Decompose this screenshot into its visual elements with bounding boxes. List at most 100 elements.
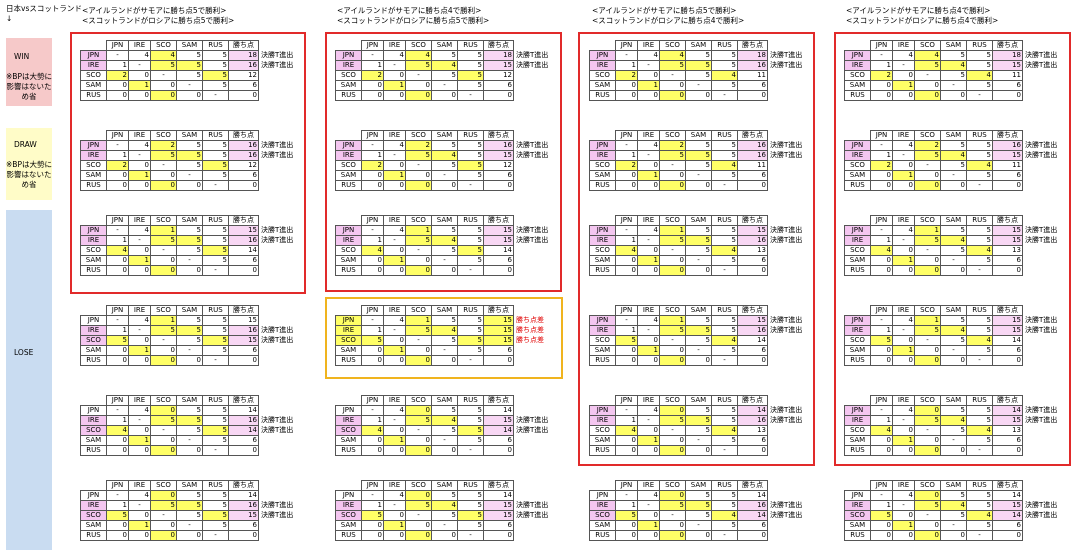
table-header-cell: 勝ち点: [737, 40, 768, 51]
team-label: SAM: [589, 170, 616, 181]
score-cell: 5: [176, 235, 203, 246]
table-row: SCO 5 0-5 5 15 決勝T進出: [80, 510, 309, 521]
score-cell: 5: [685, 160, 712, 171]
score-cell: 5: [711, 415, 738, 426]
standings-table: JPN IRE SCO SAM RUS 勝ち点 JPN -4 0 5 5 14 IRE 1-5 4 5 15 決勝…: [335, 395, 564, 456]
score-cell: 5: [685, 150, 712, 161]
table-row: SCO 2 0-5 5 12: [80, 70, 309, 81]
table-header-row: JPN IRE SCO SAM RUS 勝ち点: [336, 480, 564, 491]
score-cell: 14: [737, 490, 768, 501]
score-cell: 6: [483, 255, 514, 266]
score-cell: 0: [106, 90, 129, 101]
score-cell: 0: [914, 405, 941, 416]
table-header-cell: JPN: [361, 480, 384, 491]
score-cell: 0: [685, 530, 712, 541]
team-label: RUS: [844, 530, 871, 541]
table-row: JPN -4 1 5 5 15 決勝T進出: [844, 315, 1073, 326]
score-cell: 5: [966, 315, 993, 326]
score-cell: 1: [892, 435, 915, 446]
table-header-cell: RUS: [457, 130, 484, 141]
score-cell: 4: [966, 510, 993, 521]
score-cell: -: [914, 510, 941, 521]
score-cell: 5: [202, 500, 229, 511]
score-cell: 0: [914, 265, 941, 276]
score-cell: 5: [176, 245, 203, 256]
score-cell: 1: [106, 235, 129, 246]
score-cell: 4: [431, 235, 458, 246]
score-cell: 4: [711, 70, 738, 81]
advance-note: 決勝T進出: [516, 236, 549, 244]
table-header-cell: SAM: [685, 40, 712, 51]
score-cell: 0: [405, 255, 432, 266]
score-cell: 4: [128, 405, 151, 416]
score-cell: 0: [659, 80, 686, 91]
team-label: IRE: [80, 235, 107, 246]
score-cell: 5: [940, 405, 967, 416]
score-cell: 5: [966, 80, 993, 91]
advance-note: 決勝T進出: [261, 61, 294, 69]
score-cell: -: [202, 90, 229, 101]
score-cell: 0: [361, 80, 384, 91]
table-note-cell: [768, 81, 818, 91]
score-cell: 5: [940, 160, 967, 171]
team-label: IRE: [335, 415, 362, 426]
score-cell: 0: [383, 265, 406, 276]
table-note-cell: [1023, 71, 1073, 81]
score-cell: 0: [637, 510, 660, 521]
score-cell: 0: [228, 180, 259, 191]
team-label: IRE: [335, 150, 362, 161]
score-cell: -: [176, 435, 203, 446]
table-header-cell: 勝ち点: [737, 480, 768, 491]
table-row: RUS 0 0 0 0-0: [80, 180, 309, 191]
score-cell: -: [711, 180, 738, 191]
table-row: SAM 0 1 0-5 6: [844, 435, 1073, 446]
advance-note: 決勝T進出: [770, 501, 803, 509]
score-cell: 5: [966, 150, 993, 161]
score-cell: 0: [405, 180, 432, 191]
score-cell: 5: [431, 425, 458, 436]
score-cell: 1: [383, 170, 406, 181]
score-cell: 5: [685, 335, 712, 346]
table-note-cell: [514, 91, 564, 101]
table-row: SAM 0 1 0-5 6: [335, 80, 564, 91]
score-cell: 5: [685, 500, 712, 511]
score-cell: -: [457, 90, 484, 101]
score-cell: 0: [892, 245, 915, 256]
score-cell: 6: [483, 520, 514, 531]
table-header-row: JPN IRE SCO SAM RUS 勝ち点: [81, 395, 309, 406]
score-cell: 0: [383, 70, 406, 81]
score-cell: 0: [150, 445, 177, 456]
table-note-cell: [768, 171, 818, 181]
score-cell: 5: [202, 255, 229, 266]
score-cell: 4: [892, 50, 915, 61]
score-cell: 0: [992, 265, 1023, 276]
team-label: RUS: [589, 445, 616, 456]
score-cell: 0: [106, 530, 129, 541]
table-note-cell: [514, 71, 564, 81]
score-cell: 5: [685, 50, 712, 61]
score-cell: 5: [202, 170, 229, 181]
score-cell: 0: [431, 90, 458, 101]
score-cell: 5: [202, 140, 229, 151]
score-cell: 15: [737, 315, 768, 326]
score-cell: 6: [992, 520, 1023, 531]
table-header-cell: SCO: [659, 395, 686, 406]
table-header-cell: 勝ち点: [737, 395, 768, 406]
score-cell: 5: [685, 510, 712, 521]
score-cell: -: [940, 170, 967, 181]
team-label: SCO: [589, 70, 616, 81]
table-row: SAM 0 1 0-5 6: [335, 435, 564, 446]
standings-table: JPN IRE SCO SAM RUS 勝ち点 JPN -4 0 5 5 14 IRE 1-5 5 5 16 決勝…: [80, 480, 309, 541]
table-header-row: JPN IRE SCO SAM RUS 勝ち点: [845, 130, 1073, 141]
team-label: RUS: [335, 265, 362, 276]
table-row: RUS 0 0 0 0-0: [80, 355, 309, 366]
lose-band: LOSE: [6, 210, 52, 550]
score-cell: 4: [637, 140, 660, 151]
table-header-cell: RUS: [202, 215, 229, 226]
table-header-cell: JPN: [870, 395, 893, 406]
score-cell: -: [106, 490, 129, 501]
table-header-cell: 勝ち点: [992, 215, 1023, 226]
table-note-cell: [1023, 216, 1073, 226]
score-cell: 0: [637, 90, 660, 101]
score-cell: 2: [615, 70, 638, 81]
